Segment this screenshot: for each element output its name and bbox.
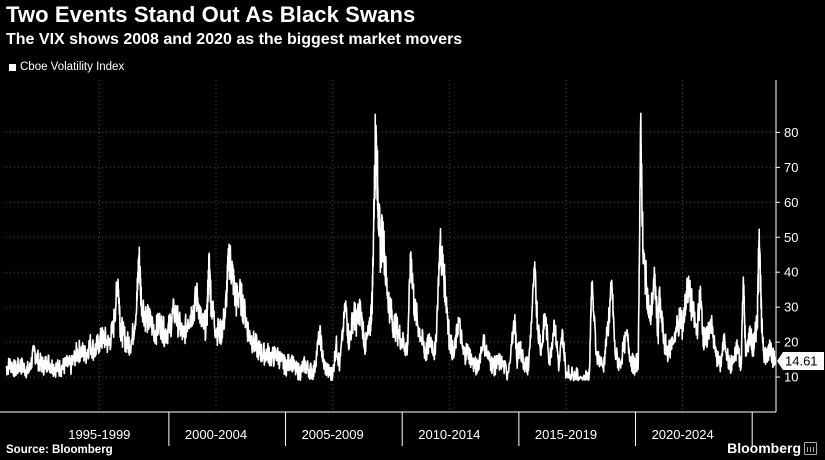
y-tick-label: 10 <box>784 370 798 385</box>
y-tick-label: 80 <box>784 125 798 140</box>
last-value-label: 14.61 <box>777 351 824 370</box>
legend-label: Cboe Volatility Index <box>20 61 125 73</box>
series-layer <box>5 112 776 382</box>
source-note: Source: Bloomberg <box>6 444 113 456</box>
labels: 10 20 30 40 50 60 70 80 1995-1999 2000-2004 2005-2… <box>68 125 824 442</box>
x-period-label: 2010-2014 <box>418 427 480 442</box>
last-value-text: 14.61 <box>785 353 818 368</box>
legend: Cboe Volatility Index <box>9 61 124 73</box>
chart-title: Two Events Stand Out As Black Swans <box>6 2 416 27</box>
axes <box>0 80 780 446</box>
y-tick-label: 30 <box>784 300 798 315</box>
legend-swatch <box>9 63 16 71</box>
x-period-label: 2020-2024 <box>652 427 714 442</box>
brand-name: Bloomberg <box>727 440 801 456</box>
y-tick-label: 60 <box>784 195 798 210</box>
grid <box>6 80 776 412</box>
y-tick-label: 20 <box>784 335 798 350</box>
y-tick-label: 40 <box>784 265 798 280</box>
x-period-label: 2000-2004 <box>185 427 247 442</box>
y-tick-label: 70 <box>784 160 798 175</box>
brand-mark: Bloomberg <box>727 440 817 456</box>
y-tick-label: 50 <box>784 230 798 245</box>
x-period-label: 2015-2019 <box>535 427 597 442</box>
series-line-vix <box>5 112 776 382</box>
bloomberg-logo-icon <box>804 441 817 455</box>
x-period-label: 1995-1999 <box>68 427 130 442</box>
last-value-box <box>777 351 824 370</box>
chart-subtitle: The VIX shows 2008 and 2020 as the bigge… <box>6 31 463 48</box>
x-period-label: 2005-2009 <box>302 427 364 442</box>
